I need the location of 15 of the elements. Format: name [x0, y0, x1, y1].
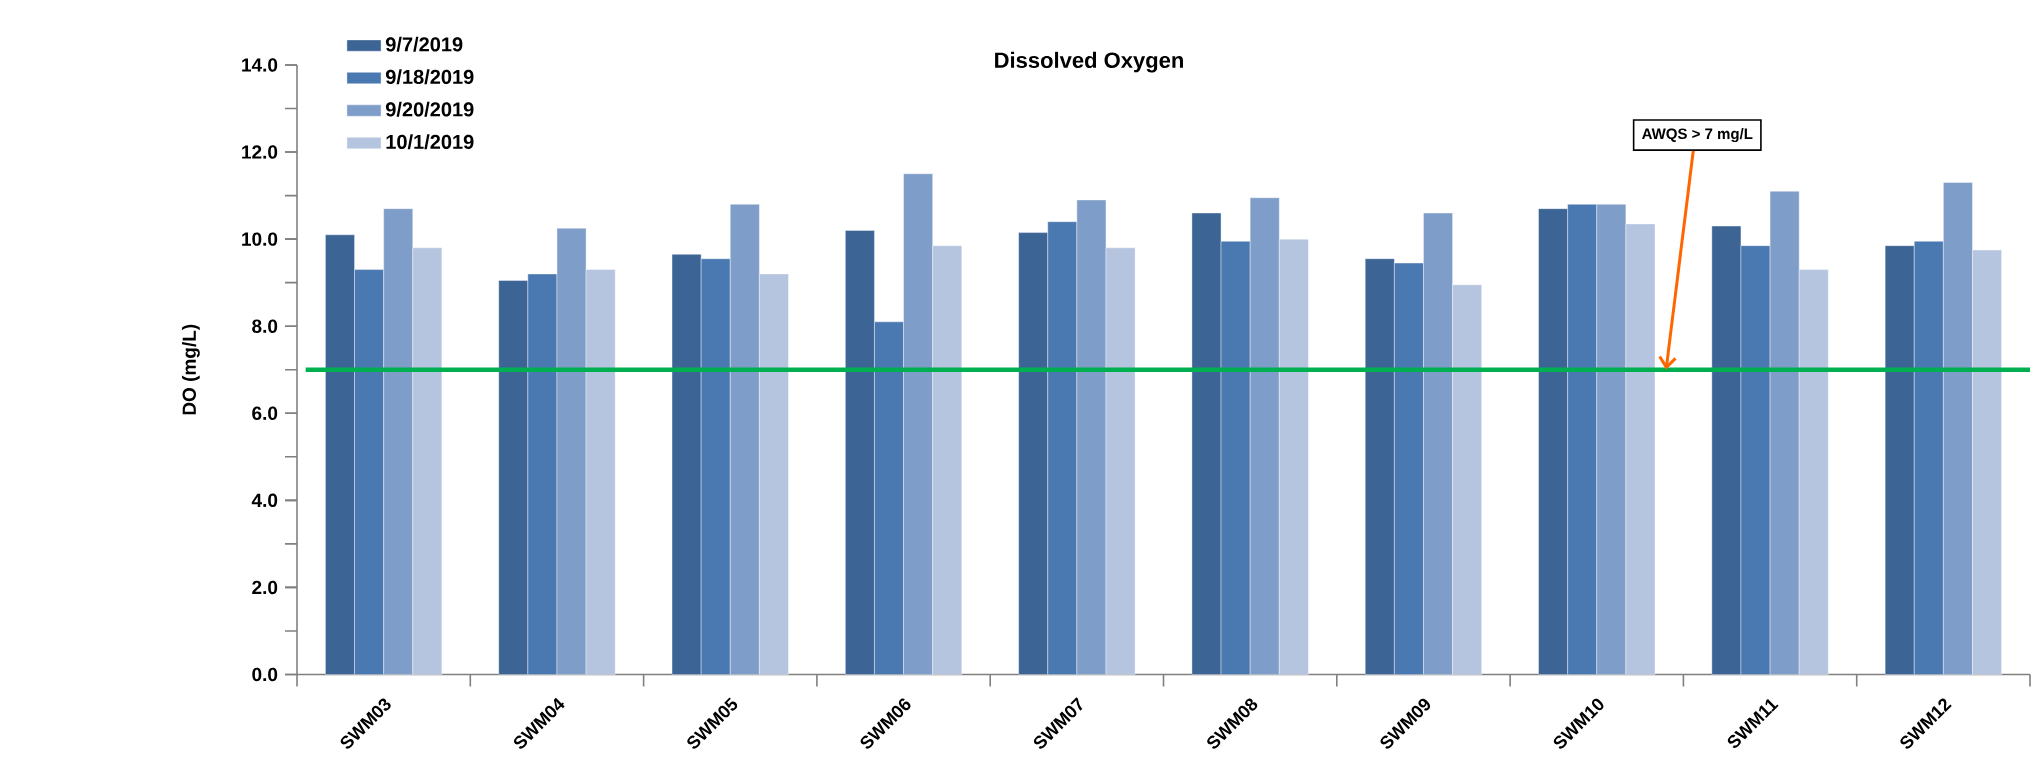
y-tick-label: 6.0 [252, 406, 278, 420]
legend-label: 9/7/2019 [385, 36, 463, 52]
legend-label: 10/1/2019 [386, 134, 474, 150]
chart-title: Dissolved Oxygen [995, 51, 1183, 73]
ref-line-label: AWQS > 7 mg/L [1642, 128, 1753, 143]
y-tick-label: 14.0 [242, 58, 278, 72]
legend-label: 9/20/2019 [385, 101, 474, 117]
y-tick-label: 10.0 [242, 232, 278, 246]
y-tick-label: 12.0 [242, 145, 278, 159]
legend-label: 9/18/2019 [385, 69, 474, 85]
y-tick-label: 8.0 [252, 319, 278, 333]
y-tick-label: 2.0 [252, 580, 278, 595]
y-axis-title: DO (mg/L) [182, 324, 200, 415]
y-tick-label: 4.0 [251, 493, 278, 508]
y-tick-label: 0.0 [252, 667, 278, 682]
